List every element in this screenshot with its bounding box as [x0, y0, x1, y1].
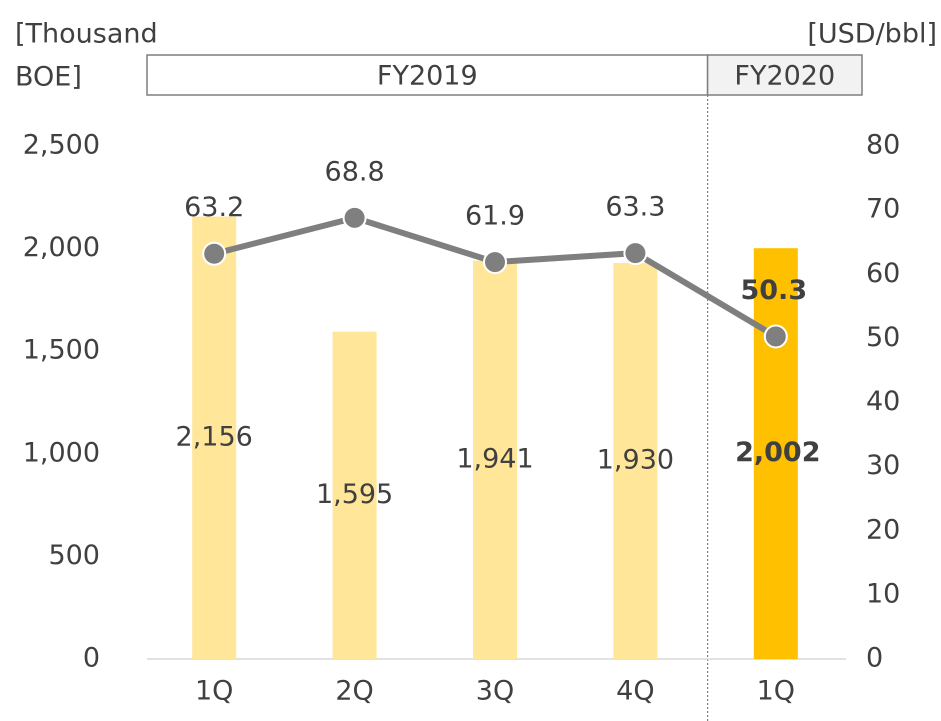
price-marker — [763, 324, 788, 349]
y2-tick-label: 60 — [866, 258, 900, 289]
y-tick-label: 2,000 — [23, 232, 100, 263]
bar — [192, 216, 237, 659]
y-tick-label: 1,000 — [23, 437, 100, 468]
y2-tick-label: 0 — [866, 643, 883, 674]
y2-tick-label: 20 — [866, 514, 900, 545]
bar-value-label: 1,941 — [456, 443, 533, 474]
price-value-label: 63.3 — [605, 192, 665, 223]
bar-value-label: 1,930 — [597, 444, 674, 475]
y2-axis-label: [USD/bbl] — [807, 19, 937, 50]
period-box — [706, 54, 863, 96]
price-value-label: 61.9 — [465, 201, 525, 232]
y-axis-label: BOE] — [15, 62, 82, 93]
y2-tick-label: 10 — [866, 578, 900, 609]
bar-value-label: 2,156 — [176, 421, 253, 452]
price-value-label: 63.2 — [184, 192, 244, 223]
x-tick-label: 1Q — [195, 676, 233, 707]
y-tick-label: 500 — [48, 540, 100, 571]
y2-tick-label: 40 — [866, 386, 900, 417]
price-marker — [202, 241, 227, 266]
x-tick-label: 4Q — [616, 676, 654, 707]
bar — [332, 331, 377, 659]
price-value-label: 50.3 — [740, 275, 807, 306]
period-label: FY2019 — [377, 61, 478, 92]
y-tick-label: 0 — [83, 643, 100, 674]
y-tick-label: 2,500 — [23, 130, 100, 161]
period-label: FY2020 — [734, 61, 835, 92]
bar — [613, 262, 658, 659]
period-box — [146, 54, 709, 96]
price-marker — [483, 250, 507, 275]
price-marker — [623, 241, 648, 266]
price-marker — [342, 205, 367, 230]
x-tick-label: 3Q — [476, 676, 514, 707]
y2-tick-label: 30 — [866, 450, 900, 481]
x-tick-label: 1Q — [757, 676, 795, 707]
y-axis-label: [Thousand — [15, 19, 158, 50]
y-tick-label: 1,500 — [23, 335, 100, 366]
y2-tick-label: 70 — [866, 194, 900, 225]
bar — [473, 260, 517, 659]
y2-tick-label: 50 — [866, 322, 900, 353]
price-value-label: 68.8 — [325, 156, 385, 187]
x-tick-label: 2Q — [335, 676, 373, 707]
bar-value-label: 1,595 — [316, 479, 393, 510]
bar-value-label: 2,002 — [735, 437, 820, 468]
bar — [753, 248, 798, 659]
y2-tick-label: 80 — [866, 130, 900, 161]
